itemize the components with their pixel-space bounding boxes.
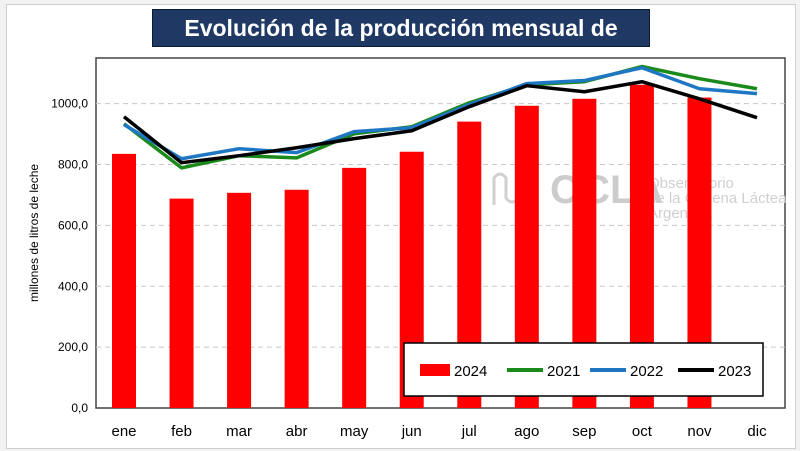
- y-tick-label: 400,0: [58, 279, 88, 293]
- legend-swatch-2024: [420, 364, 450, 376]
- x-tick-label: oct: [632, 423, 653, 440]
- y-tick-label: 800,0: [58, 158, 88, 172]
- x-tick-label: ene: [111, 423, 136, 440]
- bar-2024-feb: [169, 198, 194, 408]
- y-axis-label: millones de litros de leche: [27, 164, 41, 302]
- x-tick-label: jun: [401, 423, 422, 440]
- bar-2024-abr: [284, 189, 309, 408]
- watermark-text: de la Cadena Láctea: [648, 190, 787, 207]
- x-tick-label: abr: [286, 423, 308, 440]
- y-tick-label: 0,0: [71, 401, 88, 415]
- legend-label-2021: 2021: [547, 363, 580, 380]
- y-tick-label: 200,0: [58, 340, 88, 354]
- x-tick-label: mar: [226, 423, 252, 440]
- x-tick-label: feb: [171, 423, 192, 440]
- legend-label-2024: 2024: [454, 363, 487, 380]
- bar-2024-may: [342, 167, 367, 408]
- y-tick-label: 600,0: [58, 218, 88, 232]
- legend-label-2022: 2022: [630, 363, 663, 380]
- bar-2024-ene: [112, 153, 136, 408]
- x-tick-label: may: [340, 423, 369, 440]
- x-tick-label: sep: [572, 423, 596, 440]
- legend-label-2023: 2023: [718, 363, 751, 380]
- x-tick-label: nov: [687, 423, 712, 440]
- x-tick-label: jul: [461, 423, 477, 440]
- y-tick-label: 1000,0: [51, 97, 88, 111]
- line-2023: [122, 79, 758, 165]
- line-2022: [123, 65, 758, 161]
- bar-2024-mar: [227, 192, 252, 408]
- x-tick-label: dic: [747, 423, 767, 440]
- x-tick-label: ago: [514, 423, 539, 440]
